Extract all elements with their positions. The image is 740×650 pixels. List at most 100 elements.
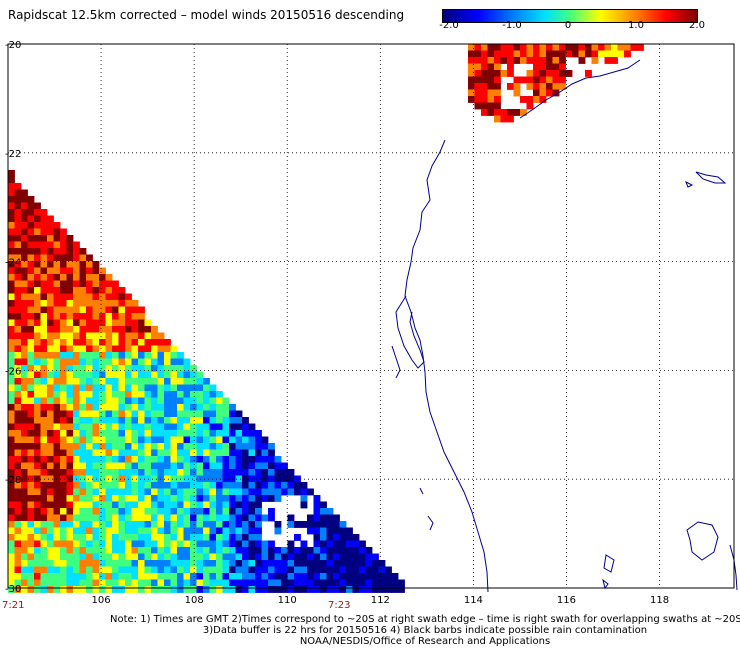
- wind-cell: [494, 70, 501, 77]
- wind-cell: [14, 189, 22, 197]
- wind-cell: [14, 527, 22, 535]
- wind-cell: [40, 566, 48, 574]
- wind-cell: [307, 527, 314, 535]
- wind-cell: [14, 254, 22, 262]
- wind-cell: [21, 436, 28, 444]
- wind-cell: [131, 501, 139, 509]
- wind-cell: [313, 514, 321, 522]
- wind-cell: [53, 553, 61, 561]
- wind-cell: [118, 553, 126, 561]
- wind-cell: [53, 586, 61, 593]
- wind-cell: [86, 384, 93, 392]
- wind-cell: [92, 540, 100, 548]
- wind-cell: [235, 482, 243, 489]
- wind-cell: [34, 462, 41, 470]
- wind-cell: [481, 102, 488, 110]
- wind-cell: [131, 417, 139, 424]
- wind-cell: [598, 50, 605, 58]
- wind-cell: [164, 534, 171, 541]
- wind-cell: [274, 547, 282, 554]
- wind-cell: [190, 482, 197, 489]
- wind-cell: [112, 469, 119, 476]
- wind-cell: [125, 313, 132, 320]
- wind-cell: [86, 501, 93, 509]
- wind-cell: [346, 566, 353, 574]
- wind-cell: [131, 378, 139, 385]
- wind-cell: [183, 456, 191, 463]
- wind-cell: [151, 332, 158, 340]
- wind-cell: [144, 404, 152, 411]
- wind-cell: [8, 495, 15, 502]
- wind-cell: [8, 313, 15, 320]
- wind-cell: [216, 547, 223, 554]
- wind-cell: [53, 462, 61, 470]
- wind-cell: [99, 352, 106, 359]
- wind-cell: [34, 313, 41, 320]
- wind-cell: [21, 579, 28, 587]
- wind-cell: [229, 404, 236, 411]
- wind-cell: [138, 449, 145, 457]
- wind-cell: [183, 495, 191, 502]
- wind-cell: [494, 96, 501, 103]
- wind-cell: [222, 527, 230, 535]
- wind-cell: [164, 560, 171, 567]
- wind-cell: [47, 306, 54, 314]
- wind-cell: [27, 241, 35, 249]
- wind-cell: [229, 586, 236, 593]
- wind-cell: [8, 482, 15, 489]
- wind-cell: [60, 410, 67, 418]
- wind-cell: [53, 345, 61, 353]
- wind-cell: [151, 566, 158, 574]
- wind-cell: [300, 501, 308, 509]
- wind-cell: [112, 397, 119, 405]
- wind-cell: [164, 540, 171, 548]
- wind-cell: [151, 586, 158, 593]
- wind-cell: [216, 410, 223, 418]
- wind-cell: [86, 423, 93, 431]
- wind-cell: [500, 70, 508, 77]
- wind-cell: [229, 501, 236, 509]
- wind-cell: [112, 319, 119, 327]
- wind-cell: [546, 50, 553, 58]
- wind-cell: [60, 436, 67, 444]
- wind-cell: [53, 280, 61, 288]
- wind-cell: [157, 553, 165, 561]
- wind-cell: [385, 566, 392, 574]
- wind-cell: [222, 501, 230, 509]
- wind-cell: [359, 560, 366, 567]
- wind-cell: [27, 196, 35, 203]
- wind-cell: [320, 547, 327, 554]
- wind-cell: [34, 300, 41, 307]
- wind-cell: [242, 579, 249, 587]
- wind-cell: [274, 482, 282, 489]
- wind-cell: [164, 397, 171, 405]
- wind-cell: [21, 508, 28, 515]
- wind-cell: [274, 527, 282, 535]
- wind-cell: [92, 430, 100, 437]
- wind-cell: [222, 430, 230, 437]
- wind-cell: [21, 586, 28, 593]
- wind-cell: [307, 488, 314, 496]
- wind-cell: [92, 378, 100, 385]
- wind-cell: [21, 410, 28, 418]
- wind-cell: [274, 521, 282, 528]
- wind-cell: [294, 553, 301, 561]
- wind-cell: [144, 443, 152, 450]
- wind-cell: [99, 553, 106, 561]
- wind-cell: [47, 293, 54, 301]
- wind-cell: [157, 345, 165, 353]
- wind-cell: [99, 358, 106, 366]
- wind-cell: [190, 378, 197, 385]
- wind-cell: [34, 287, 41, 294]
- wind-cell: [468, 57, 475, 64]
- wind-cell: [203, 475, 210, 483]
- wind-cell: [86, 534, 93, 541]
- wind-cell: [151, 573, 158, 580]
- wind-cell: [255, 508, 262, 515]
- wind-cell: [27, 586, 35, 593]
- wind-cell: [112, 449, 119, 457]
- wind-cell: [177, 404, 184, 411]
- wind-cell: [27, 345, 35, 353]
- wind-cell: [66, 332, 74, 340]
- wind-cell: [604, 44, 612, 51]
